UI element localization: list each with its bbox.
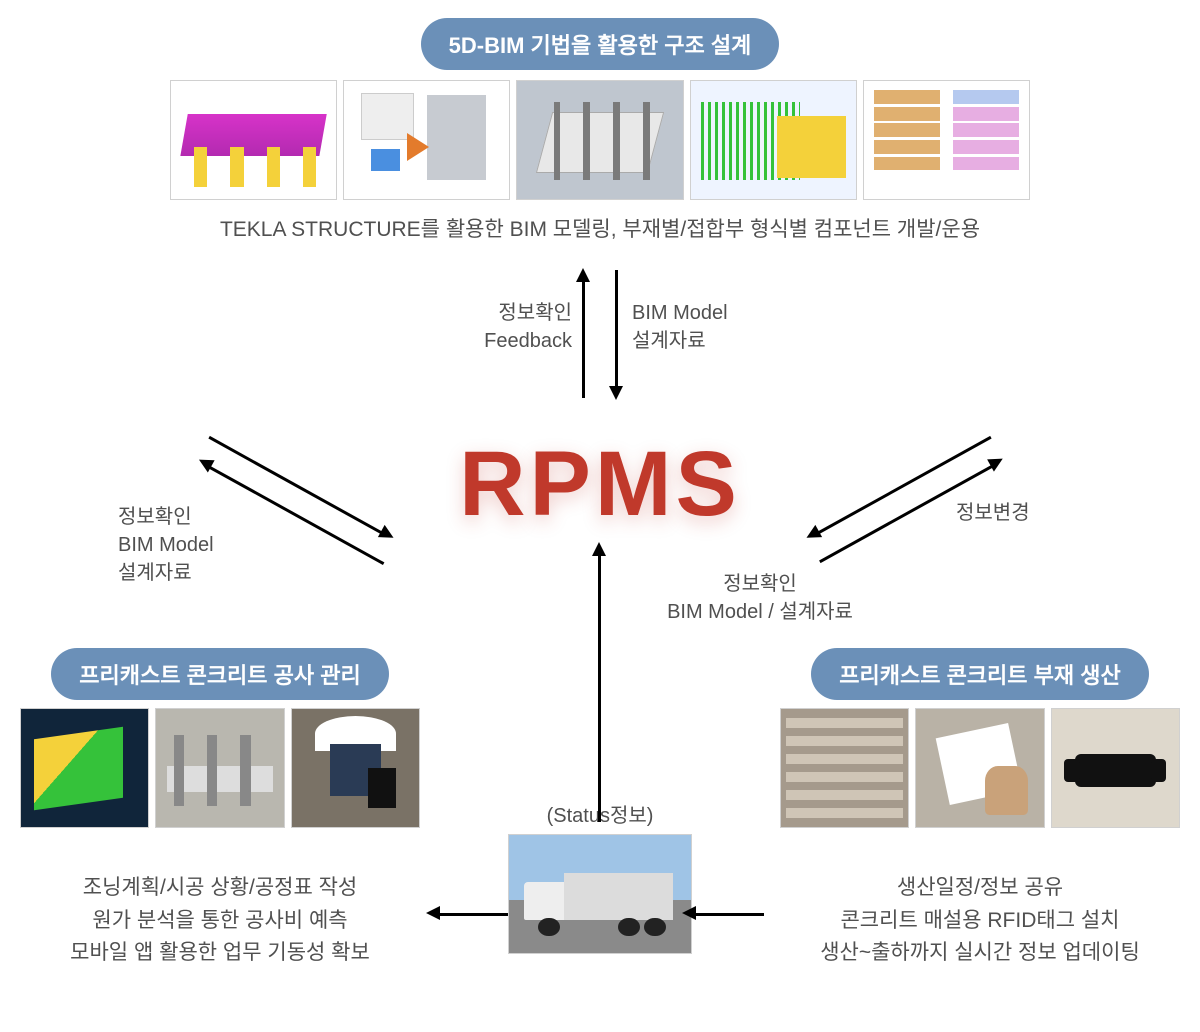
- left-l1: 조닝계획/시공 상황/공정표 작성: [0, 872, 440, 905]
- diag-right-dn-l1: 정보확인: [630, 570, 890, 598]
- truck-thumb: [508, 834, 692, 954]
- top-thumb-1: [170, 80, 337, 200]
- right-l3: 생산~출하까지 실시간 정보 업데이팅: [760, 937, 1200, 970]
- left-l2: 원가 분석을 통한 공사비 예측: [0, 905, 440, 938]
- top-pill: 5D-BIM 기법을 활용한 구조 설계: [421, 18, 780, 70]
- top-thumb-row: [170, 80, 1030, 200]
- vert-right-l1: BIM Model: [632, 299, 792, 327]
- left-pill: 프리캐스트 콘크리트 공사 관리: [51, 648, 388, 700]
- diag-right-dn-l2: BIM Model / 설계자료: [630, 598, 890, 626]
- vert-left-l2: Feedback: [462, 327, 572, 355]
- diag-left-l3: 설계자료: [118, 559, 288, 587]
- diag-left-l1: 정보확인: [118, 503, 288, 531]
- top-thumb-5: [863, 80, 1030, 200]
- top-thumb-4: [690, 80, 857, 200]
- right-l2: 콘크리트 매설용 RFID태그 설치: [760, 905, 1200, 938]
- right-l1: 생산일정/정보 공유: [760, 872, 1200, 905]
- right-pill: 프리캐스트 콘크리트 부재 생산: [811, 648, 1148, 700]
- top-thumb-3: [516, 80, 683, 200]
- left-l3: 모바일 앱 활용한 업무 기동성 확보: [0, 937, 440, 970]
- vert-left-l1: 정보확인: [462, 299, 572, 327]
- vert-right-l2: 설계자료: [632, 327, 792, 355]
- top-caption: TEKLA STRUCTURE를 활용한 BIM 모델링, 부재별/접합부 형식…: [0, 214, 1200, 247]
- diag-left-l2: BIM Model: [118, 531, 288, 559]
- diag-right-up: 정보변경: [956, 499, 1116, 527]
- center-title: RPMS: [459, 432, 741, 537]
- top-thumb-2: [343, 80, 510, 200]
